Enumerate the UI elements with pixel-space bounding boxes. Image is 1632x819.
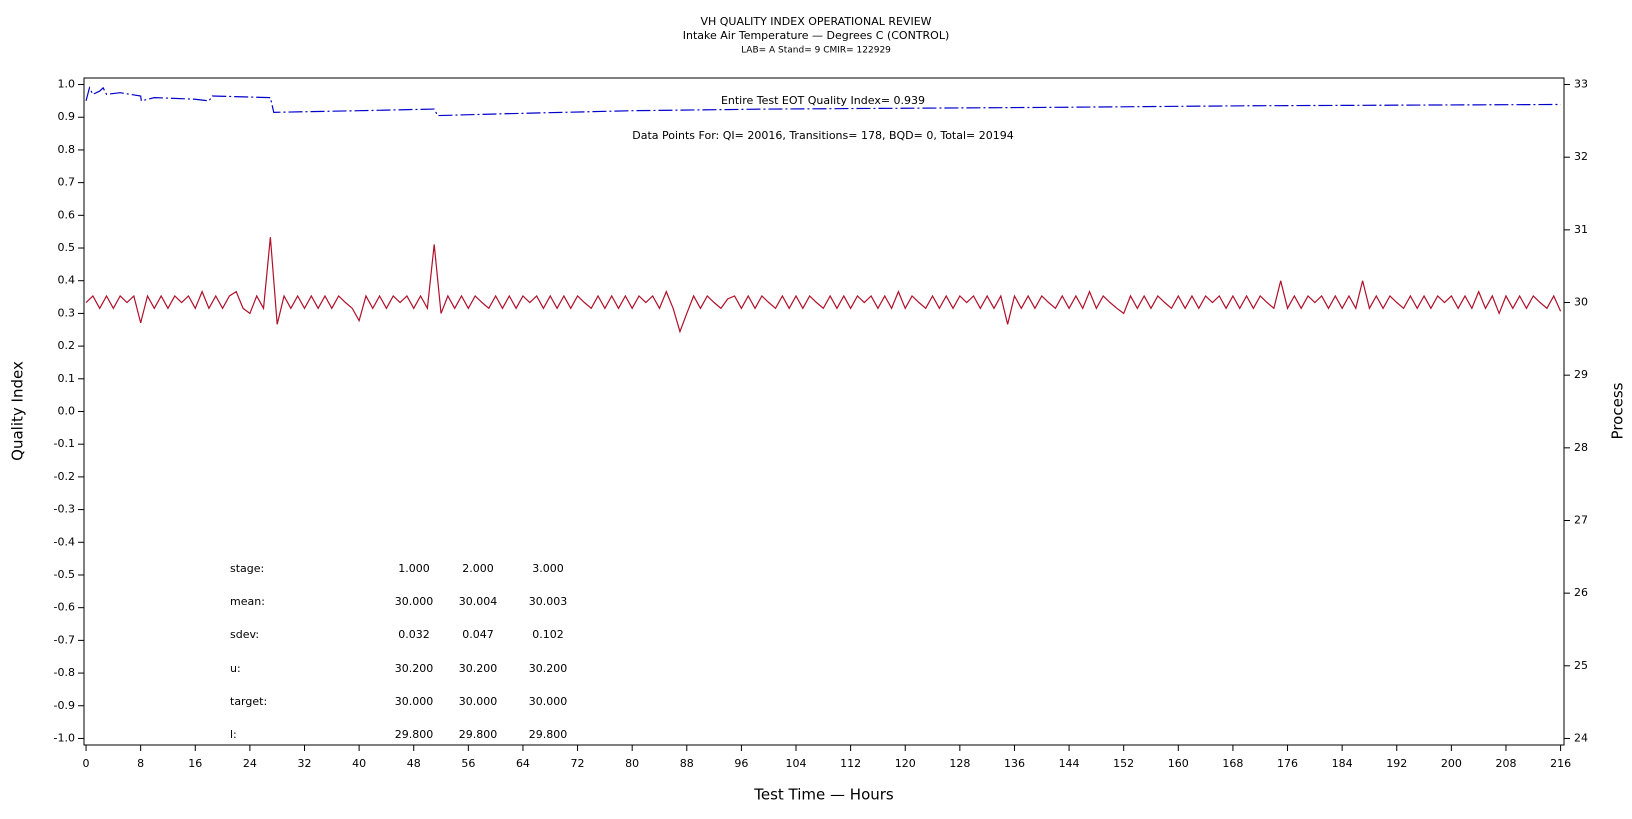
y-tick-label: -0.8: [54, 666, 75, 679]
stats-cell: target:: [230, 695, 267, 708]
y-tick-label: 1.0: [58, 78, 76, 91]
stats-cell: 3.000: [532, 562, 564, 575]
x-tick-label: 120: [895, 757, 916, 770]
x-tick-label: 32: [297, 757, 311, 770]
y-tick-label: 0.0: [58, 405, 76, 418]
y2-tick-label: 28: [1574, 441, 1588, 454]
stats-cell: 30.200: [395, 662, 434, 675]
x-tick-label: 16: [188, 757, 202, 770]
y-tick-label: 0.4: [58, 274, 76, 287]
y-tick-label: -0.5: [54, 568, 75, 581]
stats-cell: mean:: [230, 595, 265, 608]
stats-cell: 29.800: [529, 728, 568, 741]
chart-caption: LAB= A Stand= 9 CMIR= 122929: [741, 46, 891, 56]
y-tick-label: 0.7: [58, 176, 76, 189]
x-tick-label: 216: [1550, 757, 1571, 770]
stats-cell: sdev:: [230, 628, 259, 641]
x-tick-label: 168: [1222, 757, 1243, 770]
stats-cell: 30.003: [529, 595, 568, 608]
y-tick-label: -0.9: [54, 699, 75, 712]
stats-cell: 0.032: [398, 628, 430, 641]
x-tick-label: 184: [1332, 757, 1353, 770]
y2-tick-label: 30: [1574, 296, 1588, 309]
y-tick-label: -0.7: [54, 633, 75, 646]
chart-subtitle: Intake Air Temperature — Degrees C (CONT…: [683, 29, 950, 42]
stats-cell: 0.102: [532, 628, 564, 641]
x-tick-label: 200: [1441, 757, 1462, 770]
stats-cell: 1.000: [398, 562, 430, 575]
x-tick-label: 104: [786, 757, 807, 770]
stats-cell: 30.200: [529, 662, 568, 675]
y-tick-label: -0.4: [54, 535, 75, 548]
x-tick-label: 80: [625, 757, 639, 770]
data-line: [85, 237, 1562, 334]
x-tick-label: 56: [461, 757, 475, 770]
x-tick-label: 88: [680, 757, 694, 770]
x-tick-label: 192: [1386, 757, 1407, 770]
x-tick-label: 8: [137, 757, 144, 770]
x-tick-label: 152: [1113, 757, 1134, 770]
stats-cell: 29.800: [459, 728, 498, 741]
x-tick-label: 128: [949, 757, 970, 770]
plot-frame: [83, 77, 1565, 746]
stats-cell: l:: [230, 728, 237, 741]
y2-axis-label: Process: [1609, 382, 1627, 439]
x-tick-label: 96: [734, 757, 748, 770]
x-tick-label: 136: [1004, 757, 1025, 770]
x-tick-label: 40: [352, 757, 366, 770]
y-tick-label: 0.9: [58, 110, 76, 123]
stats-cell: u:: [230, 662, 241, 675]
x-axis-label: Test Time — Hours: [753, 786, 894, 804]
x-tick-label: 24: [243, 757, 257, 770]
stats-cell: 30.000: [459, 695, 498, 708]
y-tick-label: -0.3: [54, 503, 75, 516]
stats-cell: 30.004: [459, 595, 498, 608]
y2-tick-label: 24: [1574, 731, 1588, 744]
y2-tick-label: 26: [1574, 586, 1588, 599]
y2-tick-label: 33: [1574, 78, 1588, 91]
y-tick-label: 0.5: [58, 241, 76, 254]
stats-cell: 30.000: [395, 595, 434, 608]
stats-cell: stage:: [230, 562, 264, 575]
x-tick-label: 0: [83, 757, 90, 770]
y-tick-label: 0.1: [58, 372, 76, 385]
y-tick-label: 0.2: [58, 339, 76, 352]
x-tick-label: 144: [1059, 757, 1080, 770]
stats-cell: 30.000: [529, 695, 568, 708]
stats-cell: 29.800: [395, 728, 434, 741]
y2-tick-label: 32: [1574, 150, 1588, 163]
chart-title: VH QUALITY INDEX OPERATIONAL REVIEW: [700, 15, 931, 28]
annotation: Data Points For: QI= 20016, Transitions=…: [632, 129, 1014, 142]
y-tick-label: -0.1: [54, 437, 75, 450]
y-tick-label: -0.6: [54, 601, 75, 614]
x-tick-label: 48: [407, 757, 421, 770]
y-tick-label: 0.3: [58, 306, 76, 319]
data-line: [85, 86, 1561, 117]
x-tick-label: 176: [1277, 757, 1298, 770]
y2-tick-label: 29: [1574, 368, 1588, 381]
y2-tick-label: 31: [1574, 223, 1588, 236]
y2-tick-label: 25: [1574, 659, 1588, 672]
x-tick-label: 160: [1168, 757, 1189, 770]
stats-cell: 30.200: [459, 662, 498, 675]
annotation: Entire Test EOT Quality Index= 0.939: [721, 94, 925, 107]
stats-cell: 30.000: [395, 695, 434, 708]
y-tick-label: 0.8: [58, 143, 76, 156]
y-tick-label: -0.2: [54, 470, 75, 483]
stats-cell: 2.000: [462, 562, 494, 575]
x-tick-label: 72: [571, 757, 585, 770]
x-tick-label: 64: [516, 757, 530, 770]
y2-tick-label: 27: [1574, 513, 1588, 526]
stats-cell: 0.047: [462, 628, 494, 641]
y-tick-label: 0.6: [58, 208, 76, 221]
y-axis-label: Quality Index: [9, 361, 27, 461]
y-tick-label: -1.0: [54, 731, 75, 744]
x-tick-label: 208: [1495, 757, 1516, 770]
x-tick-label: 112: [840, 757, 861, 770]
